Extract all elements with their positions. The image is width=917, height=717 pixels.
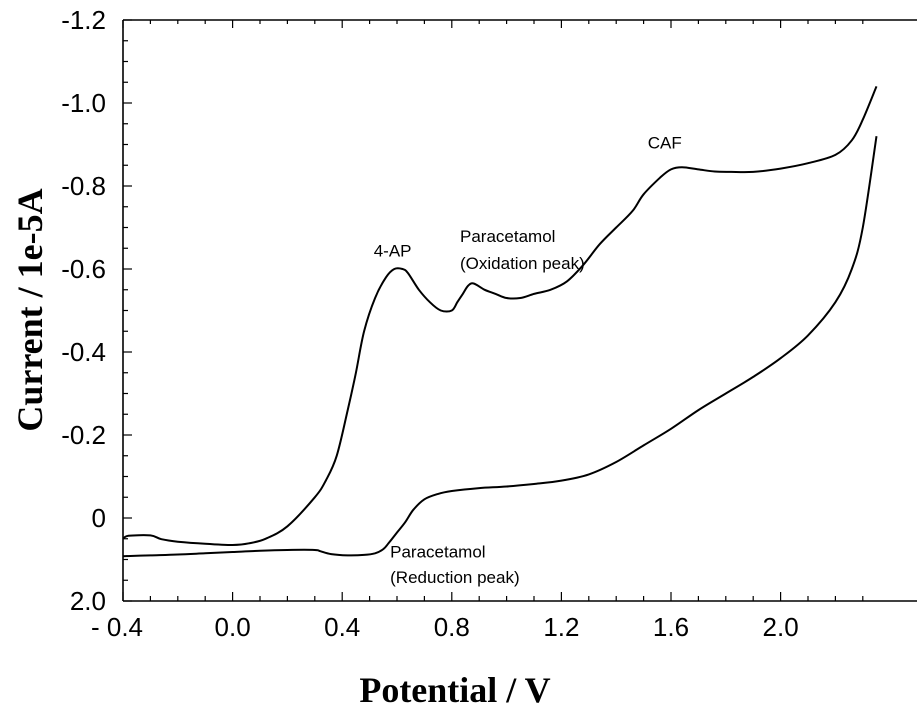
y-tick-label: 2.0: [70, 586, 106, 616]
x-tick-label: 2.0: [763, 612, 799, 642]
annotation-label: Paracetamol: [460, 227, 555, 246]
annotation-label: (Oxidation peak): [460, 254, 585, 273]
y-axis-title: Current / 1e-5A: [10, 188, 50, 431]
y-tick-labels: -1.2 -1.0 -0.8 -0.6 -0.4 -0.2 0 2.0: [61, 5, 106, 616]
y-tick-label: -0.2: [61, 420, 106, 450]
y-tick-label: -1.2: [61, 5, 106, 35]
y-tick-label: -0.4: [61, 337, 106, 367]
x-tick-label: 0.4: [324, 612, 360, 642]
annotation-label: (Reduction peak): [390, 568, 519, 587]
x-tick-label: 0.0: [215, 612, 251, 642]
reduction-curve: [122, 136, 878, 558]
annotation-label: Paracetamol: [390, 542, 485, 561]
annotations: 4-AP Paracetamol (Oxidation peak) CAF Parace…: [374, 134, 682, 588]
y-tick-label: -0.8: [61, 171, 106, 201]
y-tick-label: -1.0: [61, 88, 106, 118]
series-curves: [122, 86, 878, 558]
x-tick-label: - 0.4: [91, 612, 143, 642]
y-tick-label: -0.6: [61, 254, 106, 284]
x-tick-label: 1.6: [653, 612, 689, 642]
annotation-label: CAF: [648, 134, 682, 153]
y-tick-label: 0: [92, 503, 106, 533]
x-tick-label: 0.8: [434, 612, 470, 642]
x-axis-title: Potential / V: [359, 670, 550, 710]
axis-ticks: [122, 19, 864, 602]
x-tick-label: 1.2: [543, 612, 579, 642]
annotation-label: 4-AP: [374, 242, 412, 261]
x-tick-labels: - 0.4 0.0 0.4 0.8 1.2 1.6 2.0: [91, 612, 799, 642]
oxidation-curve: [122, 86, 878, 547]
